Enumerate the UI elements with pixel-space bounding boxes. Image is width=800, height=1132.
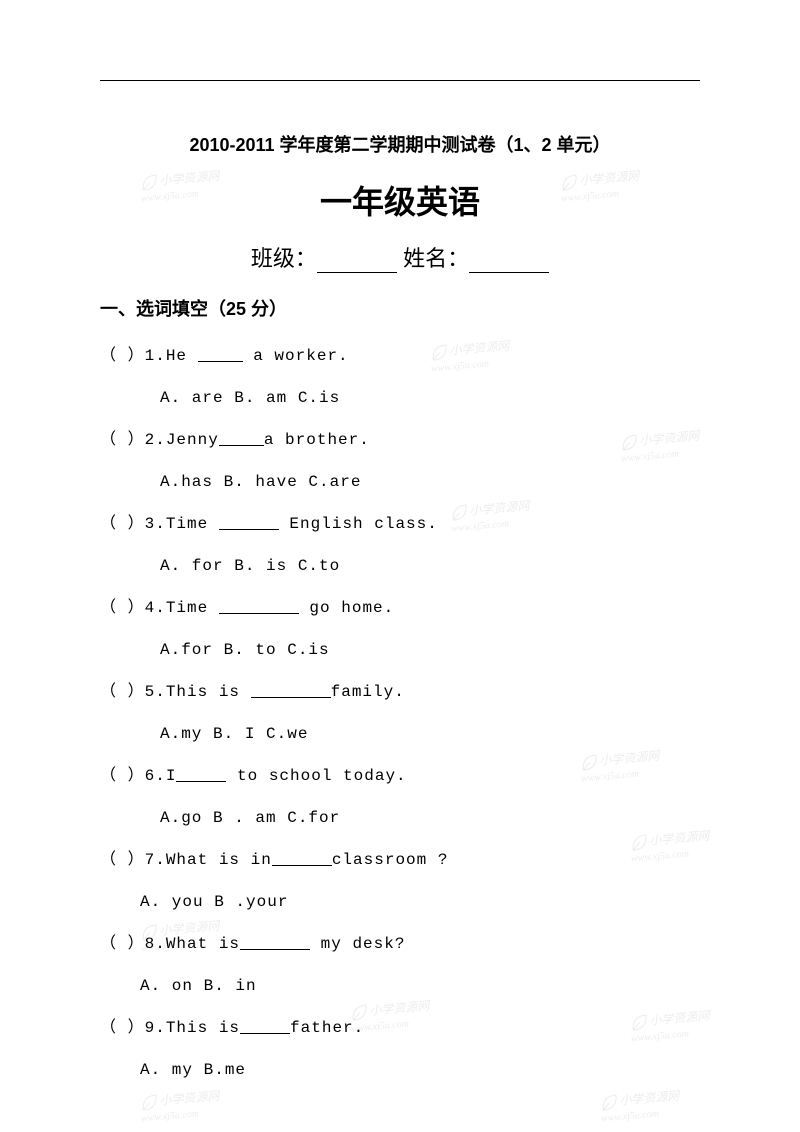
question-text-after: family. bbox=[331, 683, 405, 701]
class-label: 班级： bbox=[251, 246, 317, 271]
options-8: A. on B. in bbox=[100, 966, 700, 1006]
question-5: （ ）5.This is family. bbox=[100, 672, 700, 712]
question-text-after: to school today. bbox=[226, 767, 406, 785]
student-info-line: 班级： 姓名： bbox=[100, 241, 700, 273]
question-text-before: Time bbox=[166, 599, 219, 617]
class-blank[interactable] bbox=[317, 251, 397, 273]
options-4: A.for B. to C.is bbox=[100, 630, 700, 670]
question-number: 3. bbox=[145, 515, 166, 533]
question-number: 8. bbox=[145, 935, 166, 953]
answer-blank[interactable] bbox=[272, 850, 332, 866]
question-1: （ ）1.He a worker. bbox=[100, 336, 700, 376]
top-divider bbox=[100, 80, 700, 81]
watermark-url: www.xj5u.com bbox=[601, 1107, 682, 1125]
question-number: 2. bbox=[145, 431, 166, 449]
question-text-before: What is bbox=[166, 935, 240, 953]
answer-blank[interactable] bbox=[240, 1018, 290, 1034]
question-text-before: What is in bbox=[166, 851, 272, 869]
question-number: 5. bbox=[145, 683, 166, 701]
options-9: A. my B.me bbox=[100, 1050, 700, 1090]
watermark-url: www.xj5u.com bbox=[141, 1107, 222, 1125]
answer-blank[interactable] bbox=[198, 346, 243, 362]
watermark: 小学资源网www.xj5u.com bbox=[139, 1087, 221, 1125]
options-6: A.go B . am C.for bbox=[100, 798, 700, 838]
options-2: A.has B. have C.are bbox=[100, 462, 700, 502]
name-label: 姓名： bbox=[403, 246, 469, 271]
question-9: （ ）9.This is father. bbox=[100, 1008, 700, 1048]
section-title: 一、选词填空（25 分） bbox=[100, 295, 700, 321]
watermark-main: 小学资源网 bbox=[619, 1089, 680, 1108]
question-text-after: classroom ? bbox=[332, 851, 449, 869]
answer-blank[interactable] bbox=[176, 766, 226, 782]
question-2: （ ）2.Jenny a brother. bbox=[100, 420, 700, 460]
answer-paren[interactable]: （ ） bbox=[100, 683, 145, 701]
answer-paren[interactable]: （ ） bbox=[100, 851, 145, 869]
watermark: 小学资源网www.xj5u.com bbox=[599, 1087, 681, 1125]
question-text-before: Jenny bbox=[166, 431, 219, 449]
question-4: （ ）4.Time go home. bbox=[100, 588, 700, 628]
answer-paren[interactable]: （ ） bbox=[100, 347, 145, 365]
question-number: 4. bbox=[145, 599, 166, 617]
answer-paren[interactable]: （ ） bbox=[100, 935, 145, 953]
question-number: 6. bbox=[145, 767, 166, 785]
answer-paren[interactable]: （ ） bbox=[100, 431, 145, 449]
question-text-after: English class. bbox=[279, 515, 438, 533]
answer-paren[interactable]: （ ） bbox=[100, 1019, 145, 1037]
question-3: （ ）3.Time English class. bbox=[100, 504, 700, 544]
question-text-before: Time bbox=[166, 515, 219, 533]
question-number: 7. bbox=[145, 851, 166, 869]
question-text-after: my desk? bbox=[310, 935, 405, 953]
question-text-after: a worker. bbox=[243, 347, 349, 365]
question-text-before: This is bbox=[166, 683, 251, 701]
question-text-before: This is bbox=[166, 1019, 240, 1037]
exam-header: 2010-2011 学年度第二学期期中测试卷（1、2 单元） bbox=[100, 131, 700, 157]
question-6: （ ）6.I to school today. bbox=[100, 756, 700, 796]
question-7: （ ）7.What is in classroom ? bbox=[100, 840, 700, 880]
exam-title: 一年级英语 bbox=[100, 177, 700, 223]
answer-blank[interactable] bbox=[240, 934, 310, 950]
name-blank[interactable] bbox=[469, 251, 549, 273]
question-text-after: go home. bbox=[299, 599, 394, 617]
answer-paren[interactable]: （ ） bbox=[100, 515, 145, 533]
question-number: 1. bbox=[145, 347, 166, 365]
watermark-main: 小学资源网 bbox=[159, 1089, 220, 1108]
answer-blank[interactable] bbox=[219, 598, 299, 614]
question-8: （ ）8.What is my desk? bbox=[100, 924, 700, 964]
options-5: A.my B. I C.we bbox=[100, 714, 700, 754]
leaf-icon bbox=[139, 1092, 161, 1114]
leaf-icon bbox=[599, 1092, 621, 1114]
question-text-before: I bbox=[166, 767, 177, 785]
questions-container: （ ）1.He a worker.A. are B. am C.is（ ）2.J… bbox=[100, 336, 700, 1090]
answer-blank[interactable] bbox=[219, 430, 264, 446]
answer-blank[interactable] bbox=[219, 514, 279, 530]
answer-paren[interactable]: （ ） bbox=[100, 767, 145, 785]
answer-paren[interactable]: （ ） bbox=[100, 599, 145, 617]
answer-blank[interactable] bbox=[251, 682, 331, 698]
question-text-before: He bbox=[166, 347, 198, 365]
options-7: A. you B .your bbox=[100, 882, 700, 922]
question-number: 9. bbox=[145, 1019, 166, 1037]
question-text-after: a brother. bbox=[264, 431, 370, 449]
question-text-after: father. bbox=[290, 1019, 364, 1037]
options-1: A. are B. am C.is bbox=[100, 378, 700, 418]
options-3: A. for B. is C.to bbox=[100, 546, 700, 586]
